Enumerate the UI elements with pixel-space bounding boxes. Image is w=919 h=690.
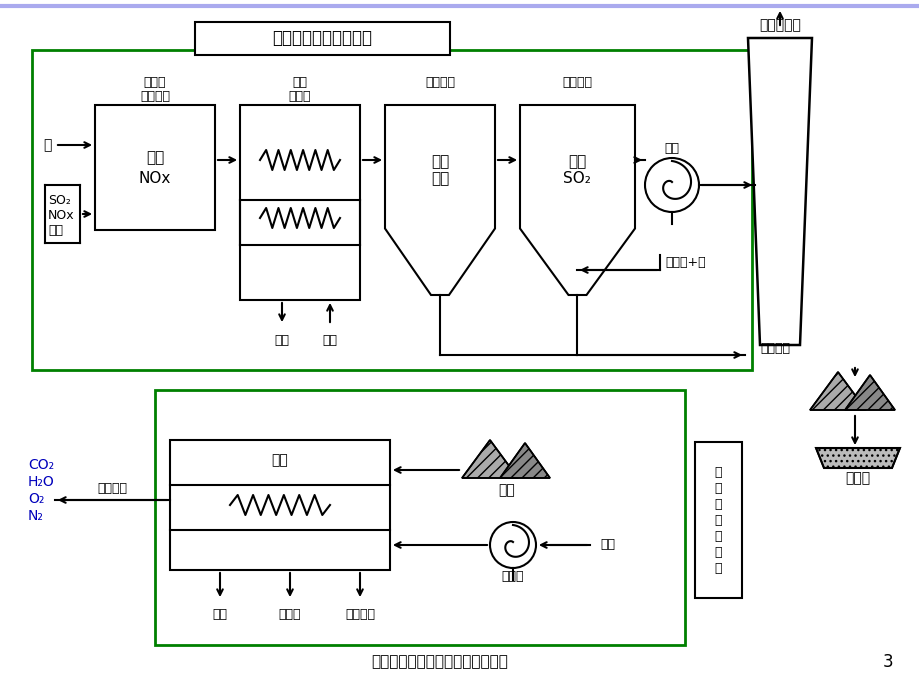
Polygon shape: [461, 440, 517, 478]
Text: 粉尘、气态污染物控制: 粉尘、气态污染物控制: [272, 29, 371, 47]
Text: 大气排放物: 大气排放物: [758, 18, 800, 32]
Bar: [32, 50, 751, 370]
Text: 烟气脱硫: 烟气脱硫: [562, 75, 591, 88]
Text: SO₂: SO₂: [562, 171, 590, 186]
Bar: [170, 440, 390, 570]
Text: 填埋场: 填埋场: [845, 471, 869, 485]
Text: 石灰石+水: 石灰石+水: [664, 255, 705, 268]
Text: 预热器: 预热器: [289, 90, 311, 103]
Text: 去除: 去除: [430, 155, 448, 169]
Text: 空气: 空气: [599, 538, 614, 551]
Polygon shape: [499, 443, 550, 478]
Text: CO₂: CO₂: [28, 458, 54, 472]
Text: 底灰: 底灰: [212, 609, 227, 622]
Polygon shape: [747, 38, 811, 345]
Text: 燃煤蒸汽电厂的大气污染控制系统: 燃煤蒸汽电厂的大气污染控制系统: [371, 655, 508, 669]
Text: 去除: 去除: [146, 150, 164, 166]
Text: 飞灰: 飞灰: [430, 171, 448, 186]
Polygon shape: [519, 105, 634, 295]
Text: 选择性: 选择性: [143, 75, 166, 88]
Text: 3: 3: [881, 653, 892, 671]
Text: 风机: 风机: [664, 141, 679, 155]
Polygon shape: [844, 375, 894, 410]
Text: O₂: O₂: [28, 492, 44, 506]
Bar: [240, 105, 359, 300]
Text: 空气: 空气: [292, 75, 307, 88]
Text: H₂O: H₂O: [28, 475, 55, 489]
Text: 氨: 氨: [43, 138, 52, 152]
Text: 锅炉: 锅炉: [271, 453, 288, 467]
Text: 电除尘器: 电除尘器: [425, 75, 455, 88]
Bar: [154, 390, 685, 645]
Text: 冷却水: 冷却水: [278, 609, 301, 622]
Text: 空气: 空气: [323, 333, 337, 346]
Text: 燃烧尾气: 燃烧尾气: [96, 482, 127, 495]
Text: 催化还原: 催化还原: [140, 90, 170, 103]
Bar: [195, 22, 449, 55]
Bar: [694, 442, 742, 598]
Bar: [95, 105, 215, 230]
Polygon shape: [809, 372, 865, 410]
Text: 固体废物: 固体废物: [759, 342, 789, 355]
Polygon shape: [815, 448, 899, 468]
Text: 去除: 去除: [567, 155, 585, 169]
Text: NOx: NOx: [48, 208, 74, 221]
Text: 煤炭: 煤炭: [498, 483, 515, 497]
Text: SO₂: SO₂: [48, 193, 71, 206]
Text: N₂: N₂: [28, 509, 44, 523]
Text: 污
染
物
生
成
控
制: 污 染 物 生 成 控 制: [713, 466, 721, 575]
Text: 蒸汽发电: 蒸汽发电: [345, 609, 375, 622]
Text: 鼓风机: 鼓风机: [501, 571, 524, 584]
Text: 飞灰: 飞灰: [48, 224, 62, 237]
Text: NOx: NOx: [139, 170, 171, 186]
Text: 锅炉: 锅炉: [274, 333, 289, 346]
Polygon shape: [384, 105, 494, 295]
